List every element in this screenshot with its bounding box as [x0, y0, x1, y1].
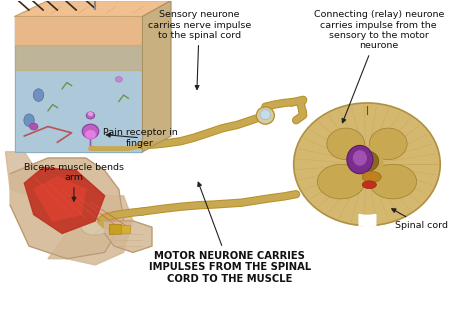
Ellipse shape — [82, 124, 99, 138]
Ellipse shape — [24, 114, 34, 126]
Ellipse shape — [353, 150, 367, 166]
Ellipse shape — [362, 171, 381, 182]
Bar — [121, 225, 130, 233]
Text: Pain receptor in
finger: Pain receptor in finger — [103, 128, 177, 148]
Ellipse shape — [318, 164, 365, 199]
Polygon shape — [24, 167, 105, 234]
Polygon shape — [5, 152, 38, 196]
Ellipse shape — [362, 181, 376, 189]
Ellipse shape — [81, 219, 109, 235]
Polygon shape — [15, 1, 171, 16]
Ellipse shape — [369, 164, 417, 199]
Ellipse shape — [327, 128, 365, 160]
Text: MOTOR NEURONE CARRIES
IMPULSES FROM THE SPINAL
CORD TO THE MUSCLE: MOTOR NEURONE CARRIES IMPULSES FROM THE … — [149, 182, 311, 284]
Ellipse shape — [347, 145, 373, 174]
Ellipse shape — [115, 76, 122, 82]
Text: Connecting (relay) neurone
carries impulse from the
sensory to the motor
neurone: Connecting (relay) neurone carries impul… — [314, 10, 444, 123]
Polygon shape — [105, 221, 152, 252]
Polygon shape — [15, 16, 143, 152]
Bar — [109, 224, 121, 234]
Ellipse shape — [355, 151, 379, 171]
Ellipse shape — [350, 145, 383, 183]
Polygon shape — [48, 196, 133, 265]
Ellipse shape — [84, 130, 96, 139]
Ellipse shape — [88, 112, 93, 116]
Polygon shape — [34, 177, 86, 221]
Bar — [15, 16, 143, 45]
Ellipse shape — [369, 128, 407, 160]
Polygon shape — [143, 1, 171, 152]
Ellipse shape — [29, 123, 38, 130]
Ellipse shape — [294, 103, 440, 226]
Ellipse shape — [256, 107, 274, 124]
Bar — [15, 45, 143, 70]
Ellipse shape — [260, 110, 271, 120]
Ellipse shape — [33, 89, 44, 101]
Text: Spinal cord: Spinal cord — [392, 209, 448, 230]
Text: Biceps muscle bends
arm: Biceps muscle bends arm — [24, 163, 124, 201]
Ellipse shape — [86, 112, 95, 119]
Polygon shape — [10, 158, 124, 259]
Text: Sensory neurone
carries nerve impulse
to the spinal cord: Sensory neurone carries nerve impulse to… — [147, 10, 251, 89]
